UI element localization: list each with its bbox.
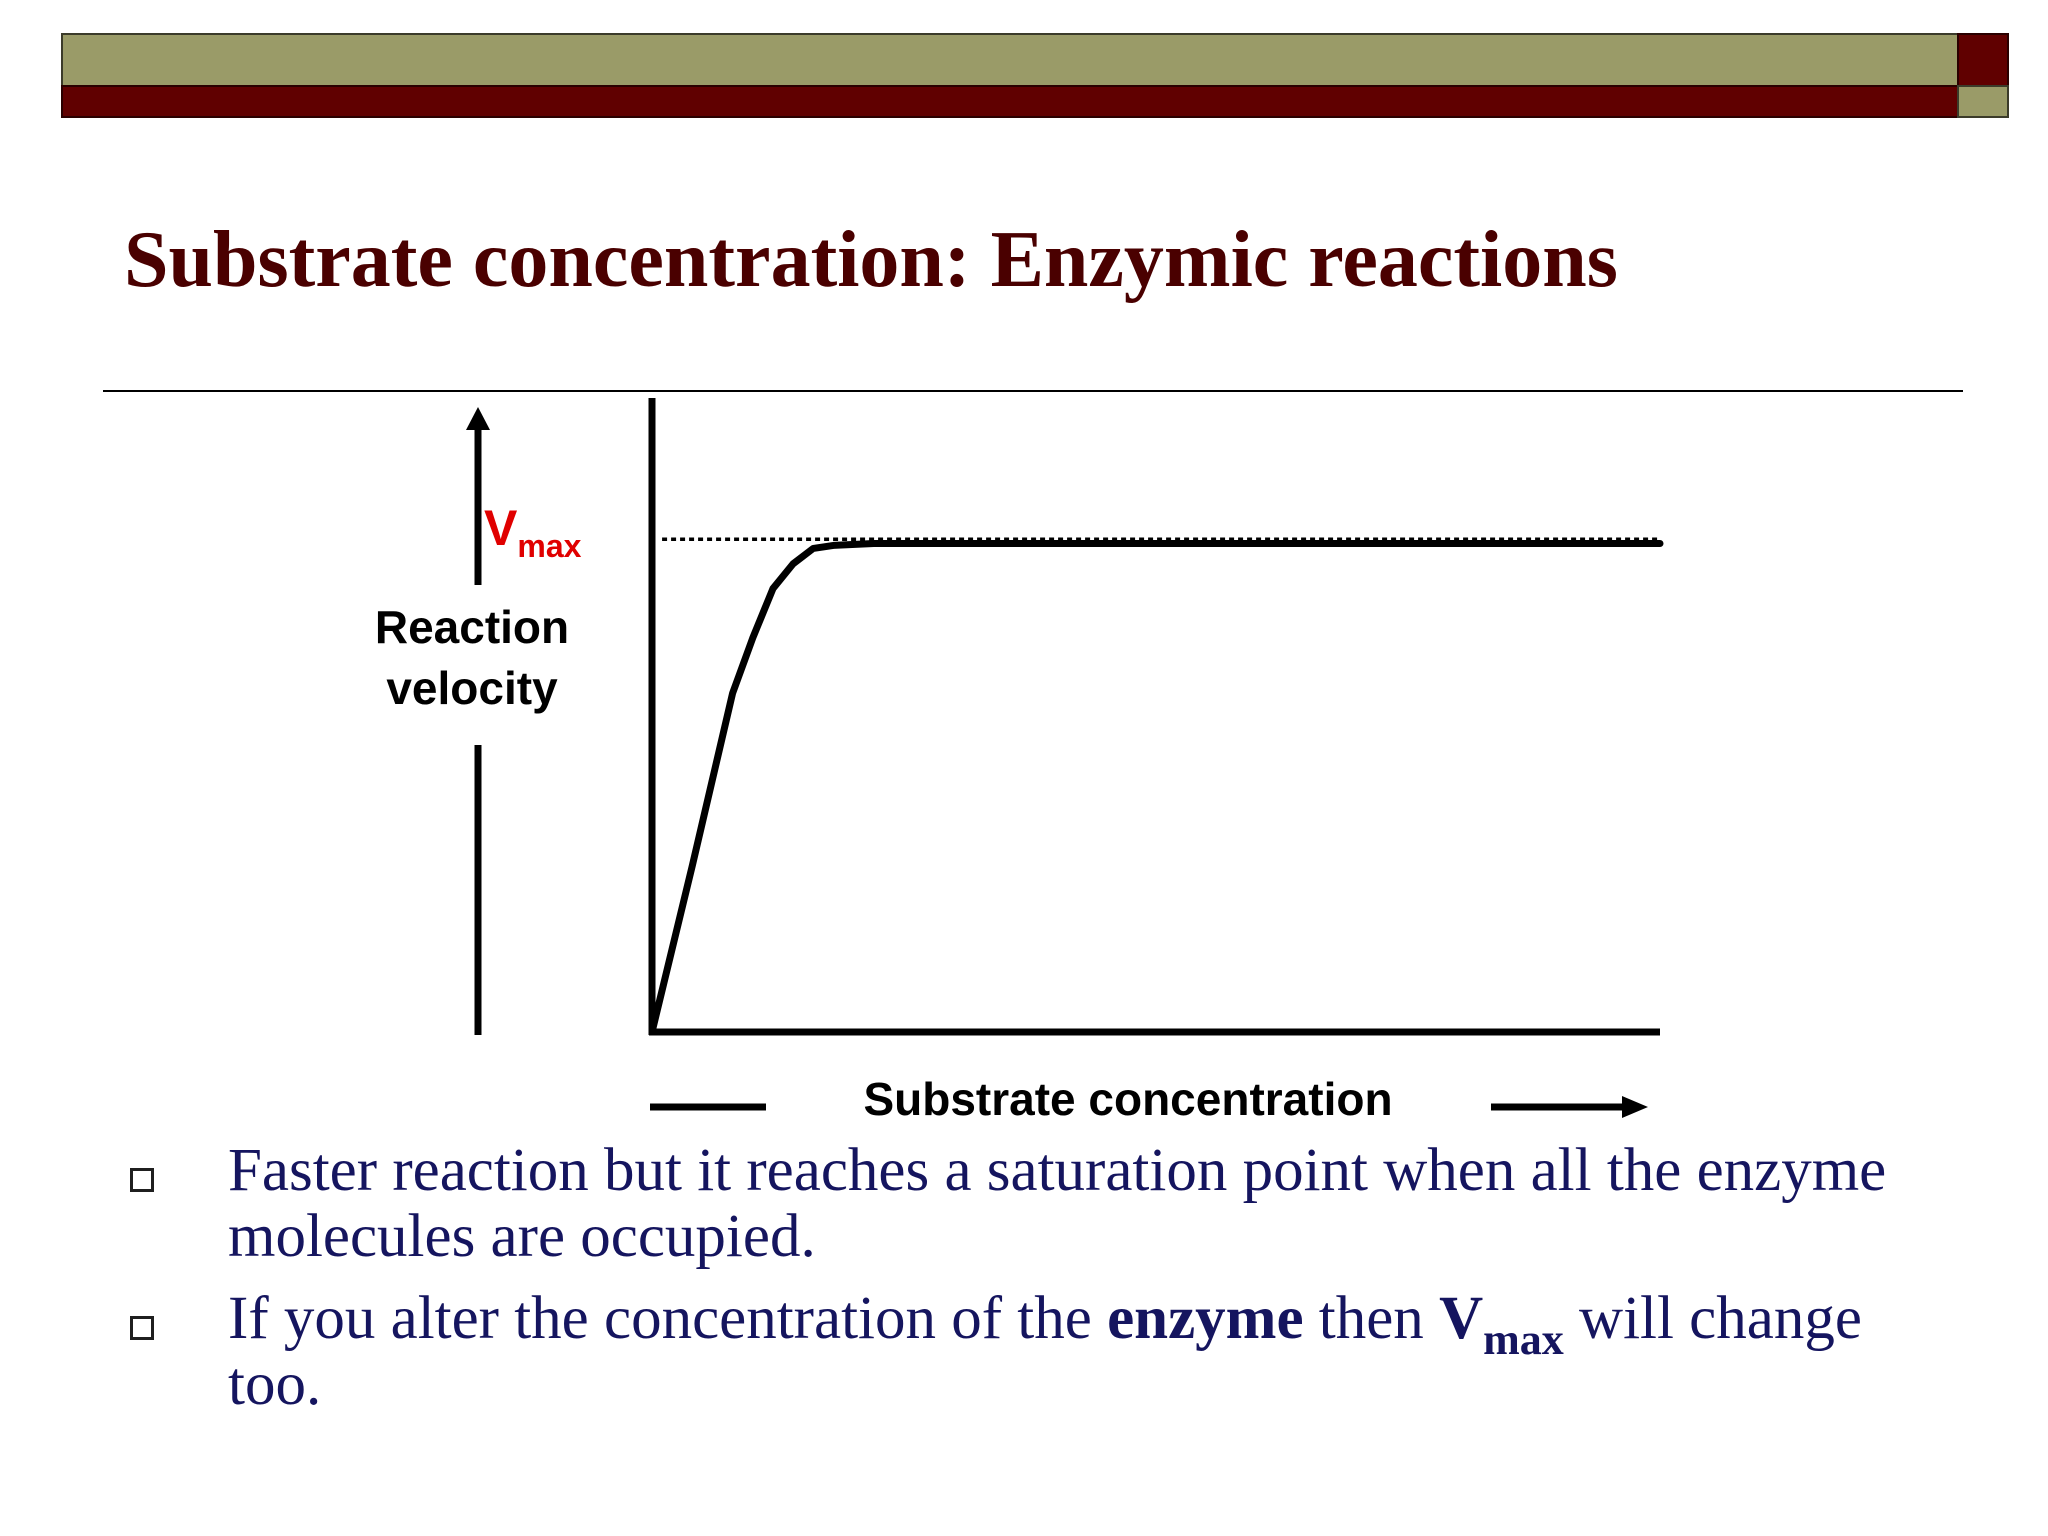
y-arrow-head <box>466 407 490 430</box>
vmax-label: Vmax <box>484 500 582 564</box>
header-maroon-stripe <box>61 85 1959 118</box>
header-corner-maroon <box>1957 33 2009 87</box>
x-arrow-head <box>1622 1096 1648 1118</box>
header-bar <box>61 33 2009 118</box>
bullet-item: If you alter the concentration of the en… <box>0 1286 2048 1434</box>
title-divider <box>103 390 1963 392</box>
bullet-text: Faster reaction but it reaches a saturat… <box>228 1137 1887 1270</box>
x-axis-label: Substrate concentration <box>863 1073 1392 1125</box>
slide-title: Substrate concentration: Enzymic reactio… <box>124 216 1618 304</box>
bullet-square-icon <box>130 1168 154 1192</box>
enzyme-saturation-chart: Vmax Reaction velocity Substrate concent… <box>375 398 1664 1125</box>
y-axis-label-line1: Reaction <box>375 601 569 653</box>
bullet-list: Faster reaction but it reaches a saturat… <box>0 1138 2048 1434</box>
bullet-item: Faster reaction but it reaches a saturat… <box>0 1138 2048 1286</box>
header-corner-olive <box>1957 85 2009 118</box>
y-axis-label-line2: velocity <box>386 662 558 714</box>
bullet-text: If you alter the concentration of the en… <box>228 1285 1862 1418</box>
header-olive-stripe <box>61 33 1959 87</box>
reaction-velocity-curve <box>648 540 1664 1036</box>
bullet-square-icon <box>130 1316 154 1340</box>
